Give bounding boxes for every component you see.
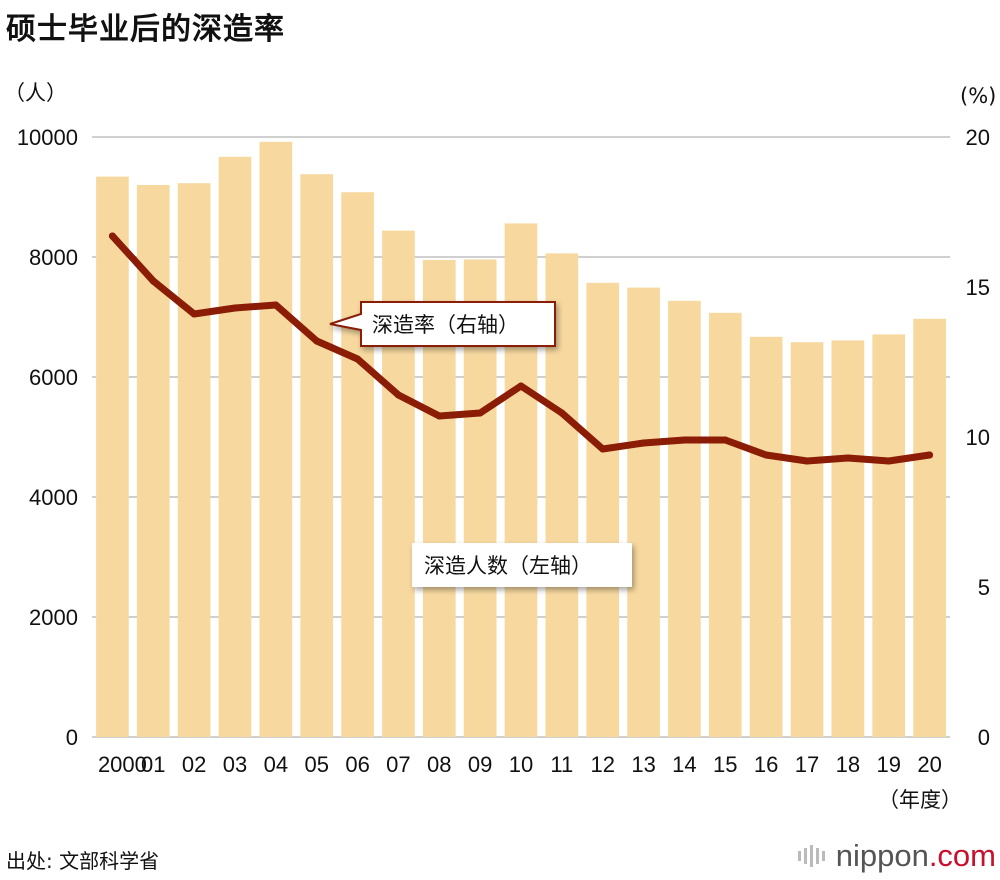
- x-tick-label: 13: [631, 752, 655, 777]
- brand-name: nippon: [835, 838, 929, 873]
- brand-suffix: .com: [928, 838, 996, 873]
- bar: [749, 336, 783, 737]
- x-tick-label: 05: [304, 752, 328, 777]
- rate-point: [558, 409, 566, 417]
- x-tick-label: 14: [672, 752, 696, 777]
- x-tick-label: 2000: [98, 752, 147, 777]
- bar: [96, 176, 129, 738]
- chart-title: 硕士毕业后的深造率: [6, 12, 285, 47]
- callout-count: 深造人数（左轴）: [412, 543, 632, 587]
- bar: [913, 318, 946, 737]
- brand-mark-icon: [797, 845, 828, 867]
- bar: [504, 223, 538, 737]
- rate-point: [394, 391, 402, 399]
- bar: [177, 183, 211, 737]
- bar: [218, 156, 252, 738]
- rate-point: [517, 382, 525, 390]
- x-tick-label: 03: [223, 752, 247, 777]
- left-tick-label: 0: [66, 725, 78, 750]
- right-tick-label: 20: [966, 125, 990, 150]
- rate-point: [844, 454, 852, 462]
- brand-logo: nippon .com: [797, 838, 996, 874]
- x-tick-label: 16: [754, 752, 778, 777]
- x-tick-label: 07: [386, 752, 410, 777]
- rate-point: [885, 457, 893, 465]
- bar: [790, 342, 824, 737]
- left-tick-label: 10000: [17, 125, 78, 150]
- left-axis-unit: （人）: [4, 81, 67, 105]
- rate-point: [313, 337, 321, 345]
- rate-point: [149, 277, 157, 285]
- x-tick-label: 18: [836, 752, 860, 777]
- left-tick-label: 8000: [29, 245, 78, 270]
- line-series: [108, 232, 934, 465]
- callout-rate-label: 深造率（右轴）: [372, 313, 519, 337]
- x-tick-label: 09: [468, 752, 492, 777]
- rate-point: [354, 355, 362, 363]
- rate-point: [721, 436, 729, 444]
- right-tick-label: 5: [978, 575, 990, 600]
- x-tick-label: 02: [182, 752, 206, 777]
- bar: [586, 282, 620, 737]
- rate-point: [476, 409, 484, 417]
- right-axis-ticks: 20 15 10 5 0: [966, 125, 990, 750]
- callout-rate: 深造率（右轴）: [329, 301, 556, 347]
- bar-series: [96, 141, 946, 738]
- rate-point: [803, 457, 811, 465]
- x-axis-unit: （年度）: [878, 788, 962, 812]
- bar: [668, 300, 701, 737]
- x-tick-label: 17: [795, 752, 819, 777]
- left-tick-label: 2000: [29, 605, 78, 630]
- bar: [627, 287, 660, 737]
- x-tick-label: 15: [713, 752, 737, 777]
- rate-point: [272, 301, 280, 309]
- x-tick-label: 10: [509, 752, 533, 777]
- rate-point: [762, 451, 770, 459]
- bar: [341, 192, 374, 737]
- rate-point: [190, 310, 198, 318]
- left-tick-label: 4000: [29, 485, 78, 510]
- rate-point: [926, 451, 934, 459]
- rate-point: [231, 304, 239, 312]
- rate-point: [599, 445, 607, 453]
- left-axis-ticks: 10000 8000 6000 4000 2000 0: [17, 125, 78, 750]
- source-note: 出处: 文部科学省: [6, 849, 160, 873]
- rate-point: [680, 436, 688, 444]
- rate-point: [435, 412, 443, 420]
- callout-count-label: 深造人数（左轴）: [424, 554, 592, 578]
- x-tick-label: 19: [876, 752, 900, 777]
- left-tick-label: 6000: [29, 365, 78, 390]
- x-tick-label: 06: [345, 752, 369, 777]
- x-tick-label: 08: [427, 752, 451, 777]
- right-tick-label: 0: [978, 725, 990, 750]
- x-tick-label: 04: [264, 752, 288, 777]
- x-tick-label: 11: [550, 752, 573, 777]
- bar: [872, 334, 906, 737]
- bar: [831, 340, 865, 737]
- x-tick-label: 12: [590, 752, 614, 777]
- x-tick-label: 20: [917, 752, 941, 777]
- rate-point: [640, 439, 648, 447]
- right-axis-unit: (%): [960, 84, 996, 108]
- bar: [259, 141, 293, 738]
- right-tick-label: 10: [966, 425, 990, 450]
- x-tick-label: 01: [141, 752, 165, 777]
- right-tick-label: 15: [966, 275, 990, 300]
- bar: [300, 174, 334, 737]
- bar: [708, 312, 742, 737]
- rate-point: [108, 232, 116, 240]
